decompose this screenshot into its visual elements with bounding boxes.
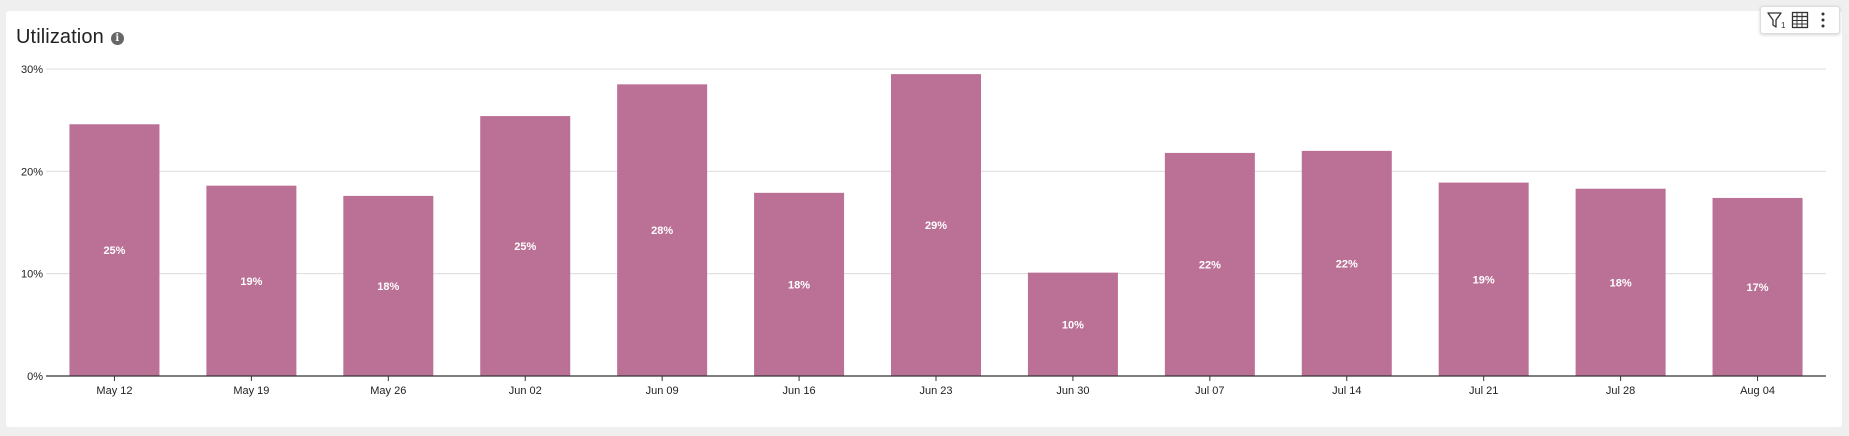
bar-data-label: 19% xyxy=(1473,274,1495,286)
x-tick-label: Jul 21 xyxy=(1469,385,1498,397)
x-tick-label: Jul 14 xyxy=(1332,385,1361,397)
info-icon[interactable]: i xyxy=(110,32,124,45)
y-tick-label: 30% xyxy=(21,64,43,76)
x-tick-label: Aug 04 xyxy=(1740,385,1775,397)
y-tick-label: 0% xyxy=(27,371,43,383)
bar xyxy=(891,74,981,376)
bar xyxy=(617,84,708,376)
x-tick-label: May 19 xyxy=(233,385,269,397)
filter-button[interactable]: 1 xyxy=(1766,9,1788,31)
x-tick-label: Jul 07 xyxy=(1195,385,1224,397)
more-vertical-icon xyxy=(1821,12,1825,28)
bar xyxy=(1301,150,1392,376)
bar-data-label: 22% xyxy=(1336,258,1358,270)
x-tick-label: May 26 xyxy=(370,385,406,397)
x-tick-label: May 12 xyxy=(96,385,132,397)
bar xyxy=(1438,182,1529,376)
bar xyxy=(1575,188,1666,376)
x-tick-label: Jun 02 xyxy=(509,385,542,397)
bar xyxy=(480,116,571,376)
bar-data-label: 22% xyxy=(1199,259,1221,271)
bar-data-label: 18% xyxy=(377,281,399,293)
chart-title: Utilization xyxy=(16,26,104,48)
bar xyxy=(1027,272,1118,376)
bar-data-label: 25% xyxy=(103,245,125,257)
x-tick-label: Jul 28 xyxy=(1606,385,1635,397)
bar-data-label: 18% xyxy=(1610,277,1632,289)
filter-count: 1 xyxy=(1781,21,1786,30)
filter-icon: 1 xyxy=(1767,12,1786,30)
bar xyxy=(1164,152,1255,376)
bar-data-label: 19% xyxy=(240,276,262,288)
table-icon xyxy=(1791,11,1809,29)
bar xyxy=(343,195,434,376)
bar xyxy=(1712,197,1803,376)
y-tick-label: 10% xyxy=(21,269,43,281)
bar xyxy=(206,185,297,376)
bar-data-label: 29% xyxy=(925,220,947,232)
bar xyxy=(69,124,160,376)
bar-data-label: 17% xyxy=(1747,282,1769,294)
chart-toolbar: 1 xyxy=(1760,6,1840,34)
table-view-button[interactable] xyxy=(1789,9,1811,31)
bar-data-label: 18% xyxy=(788,279,810,291)
x-tick-label: Jun 30 xyxy=(1056,385,1089,397)
title-row: Utilization i xyxy=(16,26,124,49)
more-options-button[interactable] xyxy=(1812,9,1834,31)
x-tick-label: Jun 16 xyxy=(783,385,816,397)
bar xyxy=(754,192,845,376)
x-tick-label: Jun 09 xyxy=(646,385,679,397)
x-tick-label: Jun 23 xyxy=(919,385,952,397)
y-tick-label: 20% xyxy=(21,166,43,178)
bar-data-label: 10% xyxy=(1062,319,1084,331)
bar-data-label: 25% xyxy=(514,241,536,253)
bar-data-label: 28% xyxy=(651,225,673,237)
